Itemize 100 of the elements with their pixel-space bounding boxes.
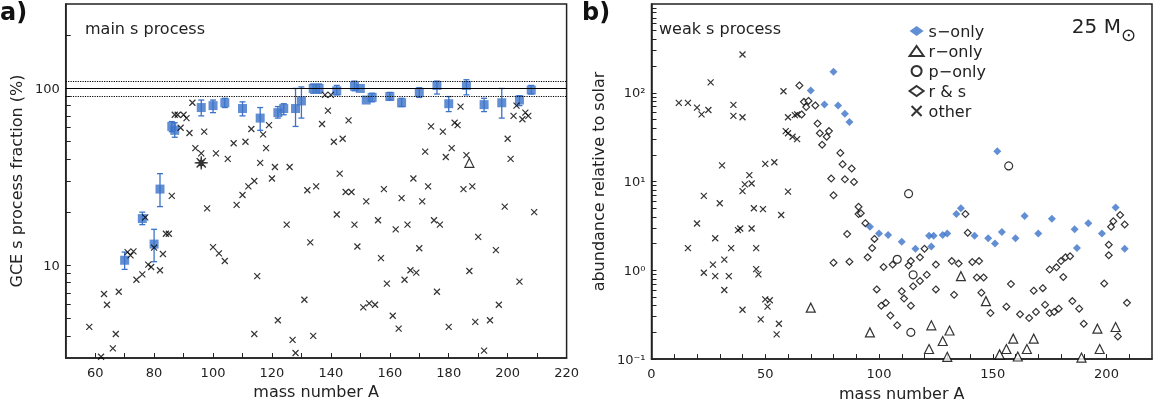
point [892,254,902,264]
point [788,133,797,141]
point [952,210,961,219]
point [700,269,708,277]
x-tick-label: 120 [259,365,285,380]
point [943,229,952,238]
point [908,270,918,280]
legend-label: r−only [928,41,983,61]
point [956,204,965,213]
x-tick-label: 100 [200,365,226,380]
point [745,171,753,179]
x-tick-label: 100 [866,366,892,382]
point [834,101,843,110]
x-tick-label: 220 [554,365,580,380]
point [865,222,874,231]
point [1001,343,1012,355]
y-tick-label: 10² [623,85,646,101]
text: b) [582,0,611,26]
x-tick-label: 200 [1094,366,1119,382]
point [464,157,475,168]
point [1008,333,1019,344]
point [729,101,738,109]
point [993,147,1002,156]
x-tick-label: 150 [980,366,1006,382]
legend-label: p−only [928,61,986,81]
point [1072,244,1081,253]
point [1034,229,1043,238]
point [906,327,916,337]
point [1076,352,1087,363]
point [291,104,301,114]
x-axis-title: mass number A [838,383,965,403]
x-tick-label: 50 [756,366,774,382]
x-tick-label: 140 [318,365,344,380]
point [903,189,914,199]
y-tick-label: 10⁻¹ [616,351,646,367]
point [775,320,783,328]
text: a) [0,0,28,26]
point [784,188,792,196]
point [991,239,1000,248]
point [1084,219,1093,228]
annotation: main s process [85,18,205,38]
point [693,104,701,112]
point [845,117,854,126]
point [296,96,306,106]
x-tick-label: 0 [647,366,656,382]
point [255,113,265,123]
point [1110,321,1121,333]
x-tick-label: 160 [377,365,403,380]
point [748,179,756,188]
point [155,184,165,194]
point [757,315,765,323]
point [750,204,758,212]
point [720,286,728,294]
point [777,211,785,219]
point [718,161,726,170]
point [897,237,906,246]
point [1028,333,1039,344]
point [806,86,815,95]
point [693,219,701,228]
y-tick-label: 10 [43,257,60,273]
point [1092,323,1103,334]
point [748,224,756,233]
point [926,320,937,331]
point [997,228,1006,237]
y-axis-title: abundance relative to solar [588,71,608,292]
point [942,351,953,362]
point [820,100,829,109]
point [709,261,717,269]
point [864,327,876,338]
x-tick-label: 60 [86,365,104,380]
point [444,99,454,109]
point [1097,229,1106,238]
point [805,302,816,313]
x-tick-label: 200 [495,365,521,380]
point [929,231,938,240]
point [770,158,778,166]
point [884,231,893,239]
point [1011,234,1020,243]
point [784,113,792,121]
annotation: weak s process [659,18,781,38]
point [1004,161,1014,171]
point [1094,343,1105,355]
point [711,272,719,280]
x-tick-label: 80 [145,365,163,380]
point [944,325,955,336]
point [955,271,967,282]
point [911,244,920,253]
point [829,67,838,76]
point [994,349,1005,360]
point [923,343,935,355]
point [208,101,218,111]
y-tick-label: 10⁰ [623,262,646,278]
y-tick-label: 10¹ [623,174,646,190]
point [779,87,788,95]
point [194,155,209,170]
point [927,242,936,251]
point [1021,343,1032,355]
annotation: 25 M⊙ [1071,14,1137,45]
point [729,112,738,120]
point [704,106,712,114]
